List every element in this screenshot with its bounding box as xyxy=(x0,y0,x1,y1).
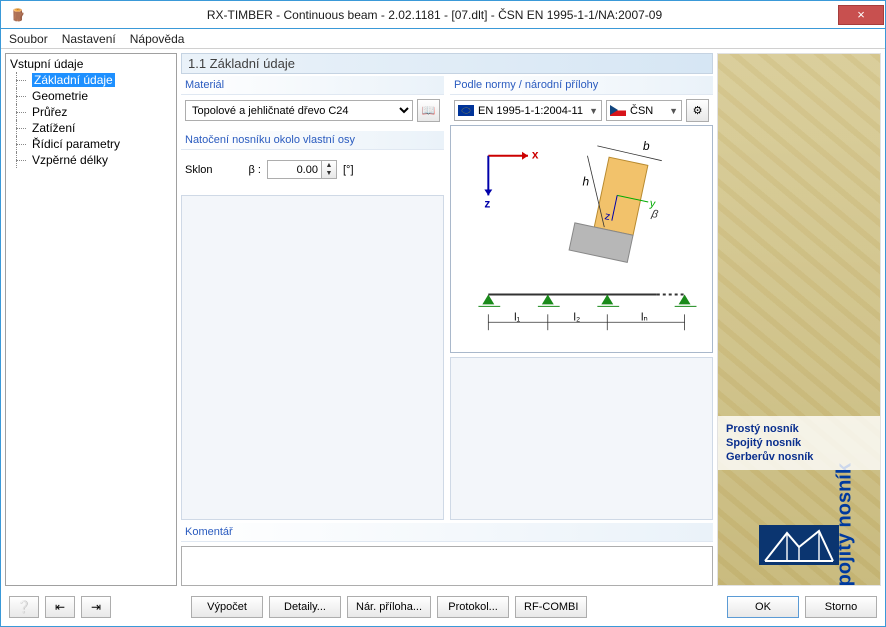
svg-text:z: z xyxy=(484,196,490,210)
menu-settings[interactable]: Nastavení xyxy=(62,32,116,46)
slope-label: Sklon xyxy=(185,164,213,176)
main-area: Vstupní údaje Základní údaje Geometrie P… xyxy=(1,49,885,590)
beta-unit: [°] xyxy=(343,164,354,176)
tree-item-control[interactable]: Řídicí parametry xyxy=(8,136,174,152)
svg-text:lₙ: lₙ xyxy=(641,311,648,323)
form-column: 1.1 Základní údaje Materiál Topolové a j… xyxy=(181,53,713,586)
cancel-button[interactable]: Storno xyxy=(805,596,877,618)
next-button[interactable]: ⇥ xyxy=(81,596,111,618)
tree-item-load[interactable]: Zatížení xyxy=(8,120,174,136)
menu-help[interactable]: Nápověda xyxy=(130,32,185,46)
norm-group: Podle normy / národní přílohy EN 1995-1-… xyxy=(450,76,713,122)
right-spare-panel xyxy=(450,357,713,520)
promo-link-gerber[interactable]: Gerberův nosník xyxy=(726,450,872,464)
app-window: 🪵 RX-TIMBER - Continuous beam - 2.02.118… xyxy=(0,0,886,627)
rotation-label: Natočení nosníku okolo vlastní osy xyxy=(181,131,444,150)
tree-item-section[interactable]: Průřez xyxy=(8,104,174,120)
annex-combo[interactable]: ČSN ▼ xyxy=(606,100,682,121)
side-column: RX-TIMBER Spojitý nosník Prostý nosník S… xyxy=(717,53,881,586)
tree-item-geometry[interactable]: Geometrie xyxy=(8,88,174,104)
tree-root[interactable]: Vstupní údaje xyxy=(8,56,174,72)
promo-links: Prostý nosník Spojitý nosník Gerberův no… xyxy=(718,416,880,470)
comment-group: Komentář xyxy=(181,523,713,586)
material-group: Materiál Topolové a jehličnaté dřevo C24… xyxy=(181,76,444,122)
dlubal-logo-icon xyxy=(759,525,839,565)
promo-panel: RX-TIMBER Spojitý nosník Prostý nosník S… xyxy=(717,53,881,586)
ok-button[interactable]: OK xyxy=(727,596,799,618)
menu-file[interactable]: Soubor xyxy=(9,32,48,46)
svg-text:b: b xyxy=(643,139,650,153)
rotation-group: Natočení nosníku okolo vlastní osy Sklon… xyxy=(181,131,444,185)
promo-link-continuous[interactable]: Spojitý nosník xyxy=(726,436,872,450)
beta-input[interactable] xyxy=(267,160,321,179)
left-spare-panel xyxy=(181,195,444,520)
svg-text:x: x xyxy=(532,148,539,162)
standard-combo[interactable]: EN 1995-1-1:2004-11 ▼ xyxy=(454,100,602,121)
beta-label: β : xyxy=(249,164,261,176)
material-library-button[interactable]: 📖 xyxy=(417,99,440,122)
svg-text:l₂: l₂ xyxy=(574,311,581,323)
eu-flag-icon xyxy=(458,105,474,116)
protocol-button[interactable]: Protokol... xyxy=(437,596,509,618)
rf-combi-button[interactable]: RF-COMBI xyxy=(515,596,587,618)
tree-item-lengths[interactable]: Vzpěrné délky xyxy=(8,152,174,168)
button-bar: ❔ ⇤ ⇥ Výpočet Detaily... Nár. příloha...… xyxy=(1,590,885,626)
material-label: Materiál xyxy=(181,76,444,95)
client-area: Vstupní údaje Základní údaje Geometrie P… xyxy=(1,49,885,626)
annex-button[interactable]: Nár. příloha... xyxy=(347,596,431,618)
material-combo[interactable]: Topolové a jehličnaté dřevo C24 xyxy=(185,100,413,121)
top-groups-row: Materiál Topolové a jehličnaté dřevo C24… xyxy=(181,76,713,122)
svg-text:l₁: l₁ xyxy=(514,311,520,323)
cz-flag-icon xyxy=(610,105,626,116)
svg-text:β: β xyxy=(650,208,660,221)
promo-link-simple[interactable]: Prostý nosník xyxy=(726,422,872,436)
beam-diagram: x z y xyxy=(450,125,713,353)
content-area: 1.1 Základní údaje Materiál Topolové a j… xyxy=(181,53,881,586)
tree-item-basic[interactable]: Základní údaje xyxy=(8,72,174,88)
comment-textarea[interactable] xyxy=(181,546,713,586)
prev-button[interactable]: ⇤ xyxy=(45,596,75,618)
spinner-down[interactable]: ▼ xyxy=(322,170,336,179)
app-icon: 🪵 xyxy=(5,2,31,28)
window-title: RX-TIMBER - Continuous beam - 2.02.1181 … xyxy=(31,8,838,22)
nav-tree[interactable]: Vstupní údaje Základní údaje Geometrie P… xyxy=(5,53,177,586)
norm-settings-button[interactable]: ⚙ xyxy=(686,99,709,122)
calculate-button[interactable]: Výpočet xyxy=(191,596,263,618)
svg-text:h: h xyxy=(582,174,589,188)
panel-title: 1.1 Základní údaje xyxy=(181,53,713,74)
comment-label: Komentář xyxy=(181,523,713,542)
details-button[interactable]: Detaily... xyxy=(269,596,341,618)
menubar: Soubor Nastavení Nápověda xyxy=(1,29,885,49)
beta-spinner[interactable]: ▲▼ xyxy=(267,160,337,179)
titlebar: 🪵 RX-TIMBER - Continuous beam - 2.02.118… xyxy=(1,1,885,29)
close-button[interactable]: × xyxy=(838,5,884,25)
help-button[interactable]: ❔ xyxy=(9,596,39,618)
spinner-up[interactable]: ▲ xyxy=(322,161,336,170)
norm-label: Podle normy / národní přílohy xyxy=(450,76,713,95)
